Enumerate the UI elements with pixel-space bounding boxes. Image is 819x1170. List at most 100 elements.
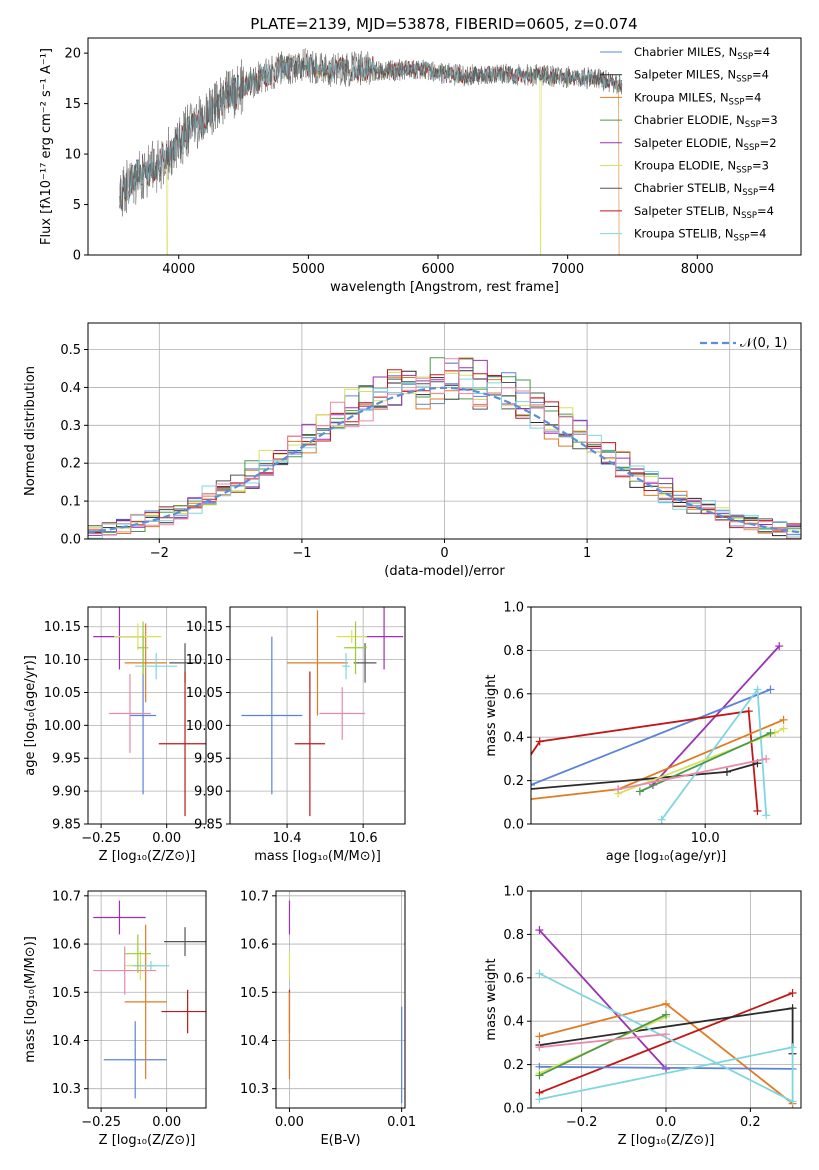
plot-area <box>241 607 404 817</box>
errorbar-point <box>158 671 206 817</box>
histogram-step <box>88 358 801 539</box>
y-tick-label: 20 <box>64 47 81 62</box>
series-marker <box>535 1032 544 1041</box>
y-tick-label: 10.4 <box>52 1034 81 1049</box>
series-marker <box>222 818 230 826</box>
plot-area <box>288 900 403 1104</box>
x-tick-label: 2 <box>726 546 734 561</box>
y-tick-label: 0.0 <box>503 818 524 833</box>
errorbar-point <box>124 623 167 703</box>
x-axis-label: mass [log₁₀(M/M⊙)] <box>254 849 381 864</box>
y-tick-label: 0.8 <box>503 928 524 943</box>
series-marker <box>535 926 544 935</box>
figure-title: PLATE=2139, MJD=53878, FIBERID=0605, z=0… <box>250 15 637 33</box>
plot-area <box>93 607 206 817</box>
series-line <box>539 992 793 1094</box>
series-marker <box>531 780 535 789</box>
y-tick-label: 10 <box>64 148 81 163</box>
y-tick-label: 10.10 <box>186 653 223 668</box>
y-tick-label: 5 <box>73 198 81 213</box>
axes-frame <box>87 606 207 825</box>
errorbar-point <box>132 960 170 971</box>
series-line <box>539 1013 667 1077</box>
series-marker <box>535 1095 544 1104</box>
y-tick-label: 10.4 <box>240 1034 269 1049</box>
series-marker <box>344 816 352 824</box>
series-marker <box>662 1030 670 1039</box>
gaussian-curve <box>88 386 801 534</box>
x-axis-label: age [log₁₀(age/yr)] <box>606 849 727 864</box>
series-marker <box>744 707 753 716</box>
x-axis-label: Z [log₁₀(Z/Z⊙)] <box>618 1133 715 1148</box>
series-marker <box>614 785 623 794</box>
series-marker <box>762 811 771 820</box>
series-marker <box>766 728 775 737</box>
errorbar-point <box>344 621 367 675</box>
y-tick-label: 0.1 <box>60 495 81 510</box>
errorbar-point <box>287 610 348 716</box>
x-tick-label: 0.00 <box>152 831 181 846</box>
x-axis-label: (data-model)/error <box>384 564 505 579</box>
errorbar-point <box>135 653 178 680</box>
series-line <box>639 732 771 793</box>
x-tick-label: −0.25 <box>81 831 121 846</box>
spectrum-line <box>119 53 623 255</box>
x-tick-label: −1 <box>292 546 311 561</box>
x-tick-label: −2 <box>150 546 169 561</box>
y-tick-label: 9.95 <box>52 752 81 767</box>
x-tick-label: 7000 <box>551 262 584 277</box>
series-marker <box>535 1071 544 1080</box>
plot-area <box>535 926 797 1108</box>
errorbar-point <box>108 674 151 753</box>
legend: Chabrier MILES, NSSP=4 Salpeter MILES, NS… <box>600 45 778 244</box>
series-marker <box>788 988 797 997</box>
series-marker <box>762 754 771 763</box>
y-tick-label: 10.3 <box>240 1082 269 1097</box>
x-tick-label: 0.00 <box>275 1115 304 1130</box>
y-tick-label: 0.6 <box>503 687 524 702</box>
legend-entry: Salpeter STELIB, NSSP=4 <box>634 204 774 221</box>
x-tick-label: 1 <box>583 546 591 561</box>
y-tick-label: 0.2 <box>503 1058 524 1073</box>
series-marker <box>662 1064 670 1073</box>
panel-massweight_vs_Z: −0.2 0.0 0.2 0.0 0.2 0.4 0.6 0.8 1.0 Z [log₁₀(Z/Z… <box>484 885 802 1148</box>
axes-frame <box>229 606 406 825</box>
y-axis-label: age [log₁₀(age/yr)] <box>23 655 38 776</box>
errorbar-point <box>103 1021 167 1099</box>
x-tick-label: 10.6 <box>349 831 378 846</box>
axes-frame <box>275 890 406 1109</box>
y-tick-label: 10.00 <box>44 719 81 734</box>
panel-age_vs_mass: 10.4 10.6 9.85 9.90 9.95 10.00 10.05 10.10 10.15… <box>186 606 406 864</box>
y-tick-label: 0.5 <box>60 343 81 358</box>
y-tick-label: 9.90 <box>52 785 81 800</box>
x-tick-label: 10.0 <box>691 831 720 846</box>
series-marker <box>535 969 544 978</box>
errorbar-point <box>124 934 151 973</box>
y-tick-label: 10.5 <box>240 986 269 1001</box>
y-tick-label: 9.90 <box>194 785 223 800</box>
errorbar-point <box>319 687 366 740</box>
y-tick-label: 15 <box>64 97 81 112</box>
panel-mass_vs_Z: −0.25 0.00 10.3 10.4 10.5 10.6 10.7 Z [log₁₀(Z/… <box>23 889 207 1148</box>
x-tick-label: 0.01 <box>387 1115 416 1130</box>
errorbar-point <box>93 900 146 935</box>
series-marker <box>535 737 544 746</box>
y-tick-label: 0.0 <box>503 1102 524 1117</box>
series-marker <box>635 787 644 796</box>
errorbar-point <box>137 621 149 675</box>
series-marker <box>779 724 788 733</box>
y-tick-label: 0.6 <box>503 971 524 986</box>
x-tick-label: −0.2 <box>566 1115 598 1130</box>
series-marker <box>788 1097 797 1106</box>
y-axis-label: Normed distribution <box>23 366 38 496</box>
y-tick-label: 10.10 <box>44 653 81 668</box>
axes-frame <box>87 37 802 256</box>
y-tick-label: 0.4 <box>60 381 81 396</box>
errorbar-point <box>93 946 157 995</box>
y-tick-label: 10.6 <box>52 938 81 953</box>
errorbar-point <box>114 623 162 650</box>
series-line <box>531 718 784 801</box>
x-tick-label: 0.0 <box>656 1115 677 1130</box>
y-tick-label: 9.95 <box>194 752 223 767</box>
